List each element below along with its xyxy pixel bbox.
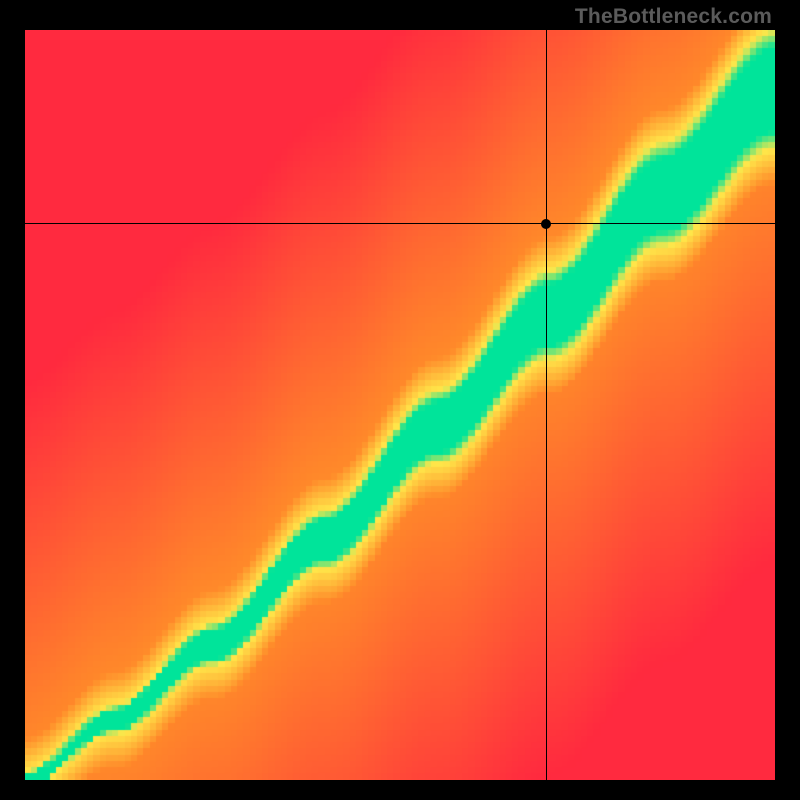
watermark-text: TheBottleneck.com — [575, 5, 772, 29]
crosshair-marker — [541, 219, 551, 229]
chart-container: TheBottleneck.com — [0, 0, 800, 800]
crosshair-vertical — [546, 30, 547, 780]
crosshair-horizontal — [25, 223, 775, 224]
heatmap-canvas — [25, 30, 775, 780]
plot-area — [25, 30, 775, 780]
